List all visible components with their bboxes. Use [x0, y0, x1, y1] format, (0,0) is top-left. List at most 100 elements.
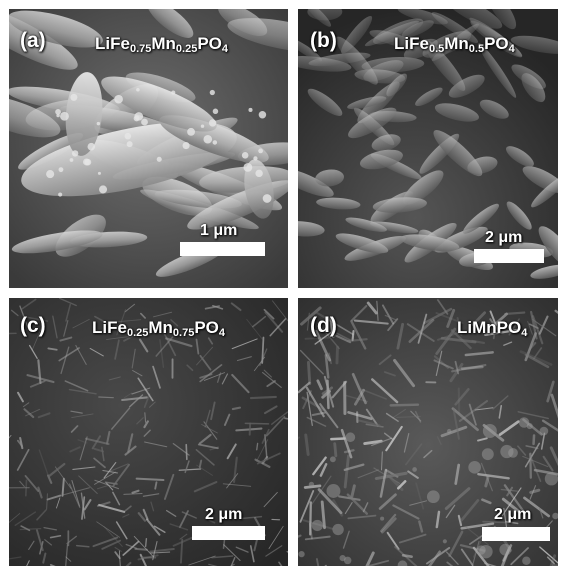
surface-particle: [208, 119, 217, 127]
aggregate: [329, 456, 336, 463]
nanorod: [489, 310, 497, 327]
surface-particle: [141, 118, 148, 126]
nanorod: [379, 468, 388, 498]
nanorod: [539, 546, 558, 564]
aggregate: [442, 539, 447, 544]
nanorod: [408, 318, 435, 343]
spindle-particle: [530, 264, 558, 279]
needle: [115, 521, 128, 540]
surface-particle: [70, 93, 78, 101]
nanorod: [454, 360, 460, 375]
nanorod: [457, 514, 463, 527]
nanorod: [344, 502, 353, 515]
spindle-particle: [402, 170, 444, 205]
needle: [246, 318, 263, 340]
surface-particle: [200, 124, 205, 128]
nanorod: [492, 395, 509, 410]
nanorod: [460, 522, 495, 530]
aggregate: [380, 516, 385, 521]
nanorod: [541, 419, 558, 432]
needle: [233, 456, 238, 483]
nanorod: [340, 428, 353, 459]
nanorod: [324, 354, 330, 379]
nanorod: [351, 372, 367, 405]
nanorod: [501, 487, 522, 516]
aggregate: [326, 484, 341, 498]
needle: [20, 525, 31, 532]
spindle-particle: [400, 234, 460, 252]
needle: [121, 396, 148, 402]
nanorod: [498, 420, 520, 436]
needle: [49, 534, 62, 539]
nanorod: [550, 393, 558, 419]
spindle-particle: [371, 134, 401, 152]
aggregate: [308, 481, 315, 488]
nanorod: [299, 349, 324, 375]
spindle-particle: [433, 130, 483, 177]
spindle-particle: [335, 233, 389, 254]
needle: [24, 475, 40, 492]
needle: [185, 443, 188, 461]
needle: [133, 536, 154, 557]
spindle-particle: [335, 36, 378, 85]
comp-a-base: LiFe: [95, 34, 130, 53]
nanorod: [484, 562, 497, 566]
needle: [165, 337, 193, 348]
nanorod: [519, 350, 553, 366]
needle: [38, 449, 49, 476]
nanorod: [329, 317, 335, 339]
nanorod: [445, 551, 459, 565]
needle: [78, 475, 98, 494]
spindle-particle: [298, 37, 322, 62]
needle: [195, 338, 200, 355]
surface-particle: [243, 162, 253, 172]
surface-particle: [114, 94, 123, 104]
needle: [244, 422, 270, 425]
needle: [132, 370, 143, 377]
nanorod: [464, 526, 489, 546]
nanorod: [505, 520, 519, 525]
needle: [208, 563, 218, 566]
needle: [65, 303, 71, 322]
needle: [254, 458, 271, 468]
needle: [199, 354, 212, 371]
nanorod: [397, 480, 407, 490]
needle: [211, 555, 234, 559]
needle: [123, 492, 143, 495]
nanorod: [365, 423, 384, 428]
aggregate: [468, 461, 481, 474]
spindle-particle: [307, 88, 343, 116]
nanorod: [482, 520, 506, 524]
spindle-particle: [444, 9, 503, 29]
needle: [223, 544, 241, 562]
spindle-particle: [348, 107, 397, 139]
needle: [71, 479, 81, 507]
needle: [253, 356, 266, 372]
needle: [155, 336, 174, 357]
nanorod: [542, 455, 554, 472]
surface-particle: [255, 169, 263, 178]
needle: [226, 473, 239, 489]
needle: [96, 521, 121, 538]
needle: [43, 526, 58, 531]
needle: [143, 429, 151, 437]
aggregate: [518, 417, 530, 428]
sem-panel-c: (c) LiFe0.25Mn0.75PO4 2 μm: [9, 298, 288, 566]
nanorod: [493, 312, 509, 326]
surface-particle: [248, 107, 253, 112]
needle: [144, 537, 148, 547]
needle: [105, 482, 114, 491]
crystal-plate: [244, 159, 274, 219]
needle: [186, 364, 194, 372]
needle: [197, 443, 219, 450]
surface-particle: [87, 142, 96, 151]
nanorod: [371, 378, 399, 404]
spindle-particle: [373, 18, 424, 45]
surface-particle: [56, 113, 60, 118]
needle: [149, 401, 156, 408]
needle: [204, 409, 211, 428]
nanorod: [504, 311, 526, 316]
nanorod: [301, 396, 326, 412]
nanorod: [331, 332, 352, 344]
nanorod: [360, 388, 387, 400]
